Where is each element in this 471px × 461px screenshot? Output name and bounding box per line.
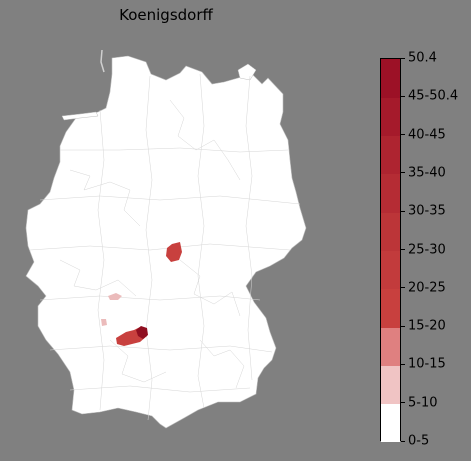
legend-tick [401, 287, 405, 289]
baltic-island [237, 63, 257, 81]
legend-label: 35-40 [408, 165, 446, 181]
district-boundaries [29, 73, 301, 421]
legend-label: 10-15 [408, 356, 446, 372]
legend-label: 20-25 [408, 280, 446, 296]
legend-tick [401, 95, 405, 97]
legend-label: 25-30 [408, 242, 446, 257]
legend-label: 40-45 [408, 127, 446, 143]
legend-swatch [381, 288, 400, 328]
legend-swatch [381, 403, 400, 443]
legend-label: 30-35 [408, 203, 446, 219]
thuringia-area [166, 242, 182, 262]
legend-label: 50.4 [408, 50, 437, 66]
legend-tick [401, 249, 405, 250]
germany-outline [25, 55, 307, 429]
map-title: Koenigsdorff [119, 6, 213, 24]
legend-tick [401, 172, 405, 174]
legend-swatch [381, 365, 400, 405]
legend-tick [401, 402, 405, 404]
frankfurt-area [108, 293, 122, 300]
legend-label: 45-50.4 [408, 88, 459, 104]
legend-label: 15-20 [408, 318, 446, 334]
legend-tick [401, 440, 405, 442]
legend-tick [401, 134, 405, 136]
legend-tick [401, 210, 405, 212]
legend-swatch [381, 173, 400, 213]
legend-tick [401, 363, 405, 365]
legend-swatch [381, 327, 400, 366]
legend-swatch [381, 59, 400, 98]
legend-swatch [381, 212, 400, 251]
sylt-island [100, 49, 105, 73]
legend-swatch [381, 250, 400, 290]
legend-colorbar [380, 58, 401, 443]
stuttgart-core-area [136, 326, 148, 339]
legend-label: 0-5 [408, 433, 430, 449]
saarland-area [101, 319, 107, 326]
legend-tick [401, 57, 405, 59]
legend-swatch [381, 97, 400, 137]
legend-label: 5-10 [408, 395, 438, 411]
legend-swatch [381, 135, 400, 175]
north-sea-islands [61, 111, 99, 121]
legend-tick [401, 325, 405, 327]
